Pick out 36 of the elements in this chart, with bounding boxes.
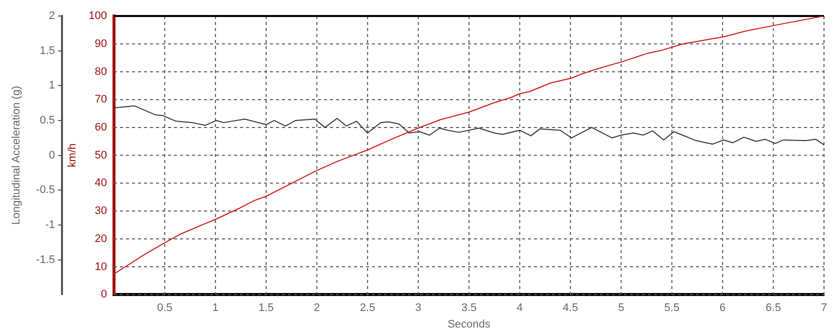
x-tick-label: 7 bbox=[820, 302, 828, 314]
x-tick-label: 1.5 bbox=[258, 302, 274, 314]
y2-axis-title: Longitudinal Acceleration (g) bbox=[10, 86, 23, 225]
y-tick-label: 50 bbox=[94, 149, 107, 162]
y-tick-label: 20 bbox=[94, 232, 107, 245]
y2-tick-label: 2 bbox=[48, 10, 55, 22]
y2-tick-label: -1 bbox=[45, 218, 55, 231]
y2-tick-label: -1.5 bbox=[36, 254, 55, 266]
y2-tick-label: 0.5 bbox=[40, 114, 55, 127]
x-tick-label: 5 bbox=[618, 302, 624, 314]
y-tick-label: 40 bbox=[94, 177, 107, 190]
x-tick-label: 6.5 bbox=[766, 302, 781, 314]
y-tick-label: 10 bbox=[94, 260, 107, 273]
y-tick-label: 60 bbox=[94, 121, 107, 134]
y-tick-label: 80 bbox=[94, 66, 107, 78]
x-tick-label: 6 bbox=[720, 302, 726, 314]
y2-tick-label: -0.5 bbox=[36, 184, 55, 196]
x-tick-label: 2 bbox=[314, 302, 320, 314]
x-tick-label: 0.5 bbox=[157, 302, 172, 314]
y-tick-label: 100 bbox=[88, 10, 107, 22]
y-axis-title: km/h bbox=[66, 143, 79, 168]
x-tick-label: 3 bbox=[415, 302, 422, 314]
y-tick-label: 0 bbox=[100, 288, 107, 301]
y-tick-label: 30 bbox=[94, 205, 107, 218]
y-tick-label: 70 bbox=[94, 94, 107, 106]
x-tick-label: 4.5 bbox=[562, 302, 578, 314]
x-tick-label: 1 bbox=[212, 302, 218, 314]
x-tick-label: 3.5 bbox=[461, 302, 477, 314]
y2-tick-label: 1.5 bbox=[40, 44, 55, 57]
x-axis-title: Seconds bbox=[448, 318, 491, 330]
x-tick-label: 2.5 bbox=[360, 302, 376, 314]
x-tick-label: 5.5 bbox=[664, 302, 680, 314]
x-tick-label: 4 bbox=[516, 302, 523, 314]
y2-tick-label: 0 bbox=[48, 149, 55, 162]
y-tick-label: 90 bbox=[94, 38, 107, 50]
y2-tick-label: 1 bbox=[48, 80, 55, 92]
